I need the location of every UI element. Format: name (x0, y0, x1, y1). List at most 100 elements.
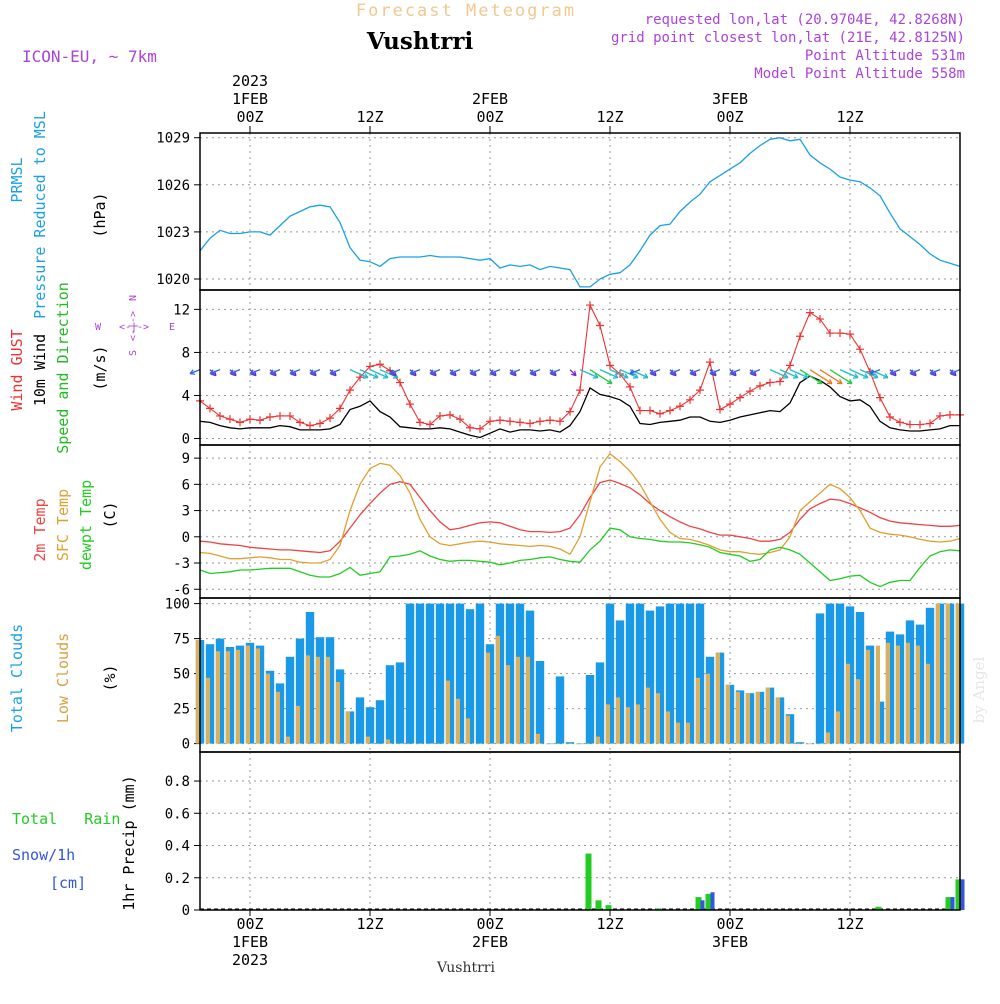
wind-arrow-head (622, 373, 629, 379)
wind-direction-arrow (909, 369, 921, 375)
wind-gust-marker (316, 419, 324, 428)
wind-direction-arrow (569, 369, 577, 377)
total-cloud-bar (405, 603, 415, 744)
wind-gust-marker (496, 416, 504, 425)
low-cloud-bar (815, 743, 820, 745)
wind-gust-marker (576, 386, 584, 395)
wind-direction-arrow (209, 369, 221, 375)
compass-ns-arrows: <-|-> (128, 311, 139, 341)
wind-direction-arrow (449, 369, 461, 375)
bottom-time-label: 2FEB (472, 933, 508, 951)
wind-direction-arrow (189, 369, 201, 375)
wind-gust-marker (556, 417, 564, 426)
wind-arrow-head (289, 369, 296, 375)
wind-ytick-label: 0 (182, 432, 190, 448)
low-cloud-bar (615, 697, 620, 744)
wind-arrow-head (826, 378, 833, 385)
total-cloud-bar (445, 603, 455, 744)
bottom-time-label: 00Z (716, 915, 743, 933)
wind-gust-marker (666, 406, 674, 415)
pressure-line (199, 137, 961, 288)
temp-ytick-label: 9 (182, 451, 190, 467)
wind-direction-arrow (549, 369, 561, 375)
wind-arrow-head (909, 369, 916, 375)
low-cloud-bar (645, 687, 650, 744)
wind-gust-marker (816, 315, 824, 324)
clouds-ytick-label: 75 (173, 632, 190, 648)
snow-bar (950, 897, 955, 910)
top-time-label: 2023 (232, 72, 268, 90)
low-cloud-bar (485, 652, 490, 744)
wind-direction-arrow (809, 369, 833, 385)
wind-arrow-head (869, 369, 876, 375)
wind-arrow-head (529, 369, 536, 375)
low-cloud-bar (285, 736, 290, 744)
temp-frame (199, 444, 961, 599)
location-title: Vushtrri (366, 28, 474, 55)
snow-bar (960, 879, 965, 910)
wind-arrow-head (709, 369, 716, 375)
requested-coords: requested lon,lat (20.9704E, 42.8268N) (645, 12, 965, 28)
wind-gust-marker (516, 418, 524, 427)
rain-bar (875, 906, 882, 910)
wind-arrow-head (269, 369, 276, 375)
wind-direction-arrow (429, 369, 441, 375)
bottom-time-label: 12Z (836, 915, 863, 933)
wind-direction-arrow (409, 369, 421, 375)
wind-arrow-head (469, 369, 476, 375)
low-cloud-bar (725, 684, 730, 744)
wind-gust-marker (796, 332, 804, 341)
wind-gust-marker (276, 411, 284, 420)
low-cloud-bar (775, 697, 780, 744)
wind-arrow-head (249, 369, 256, 375)
low-cloud-bar (215, 651, 220, 744)
low-cloud-bar (885, 642, 890, 744)
wind-gust-marker (416, 418, 424, 427)
wind-direction-arrow (749, 369, 761, 375)
precip-ytick-label: 0.8 (165, 774, 190, 790)
wind-direction-arrow (689, 369, 701, 375)
wind-gust-marker (846, 330, 854, 339)
dewpt-line (199, 527, 961, 588)
low-cloud-bar (635, 704, 640, 744)
wind-arrow-head (949, 369, 956, 375)
total-cloud-bar (375, 700, 385, 744)
wind-gust-marker (436, 411, 444, 420)
wind-arrow-head (329, 369, 336, 375)
temp-ytick-label: -3 (173, 556, 190, 572)
wind-gust-marker (246, 415, 254, 424)
wind-direction-arrow (929, 369, 941, 375)
panels-group: 102010231026102904812-6-3036902550751000… (156, 131, 965, 919)
low-cloud-bar (425, 743, 430, 745)
bottom-time-label: 12Z (356, 915, 383, 933)
wind-gust-marker (296, 418, 304, 427)
temp-label-dewpt: dewpt Temp (77, 480, 95, 570)
total-cloud-bar (675, 603, 685, 744)
wind-arrow-head (729, 369, 736, 375)
wind-labels: Wind GUST 10m Wind Speed and Direction (… (8, 282, 175, 454)
wind-arrow-head (389, 369, 396, 375)
sfc-temp-line (199, 452, 961, 564)
low-cloud-bar (195, 640, 200, 744)
temp-labels: 2m Temp SFC Temp dewpt Temp (C) (31, 480, 119, 570)
rain-bar (695, 897, 702, 910)
wind-gust-marker (286, 411, 294, 420)
pressure-frame (199, 132, 961, 291)
pressure-ytick-label: 1026 (156, 178, 190, 194)
wind-arrow-head (649, 369, 656, 375)
wind-arrow-head (592, 373, 599, 379)
total-cloud-bar (655, 606, 665, 744)
rain-bar (595, 900, 602, 910)
low-cloud-bar (445, 680, 450, 744)
rain-bar (955, 879, 962, 910)
total-cloud-bar (435, 603, 445, 744)
precip-frame (199, 751, 961, 911)
pressure-ytick-label: 1020 (156, 272, 190, 288)
pressure-label-msl: Pressure Reduced to MSL (31, 111, 49, 319)
temp-ytick-label: 6 (182, 477, 190, 493)
wind-label-gust: Wind GUST (8, 329, 26, 410)
wind-direction-arrow (609, 369, 629, 379)
top-time-label: 00Z (716, 108, 743, 126)
total-cloud-bar (415, 603, 425, 744)
